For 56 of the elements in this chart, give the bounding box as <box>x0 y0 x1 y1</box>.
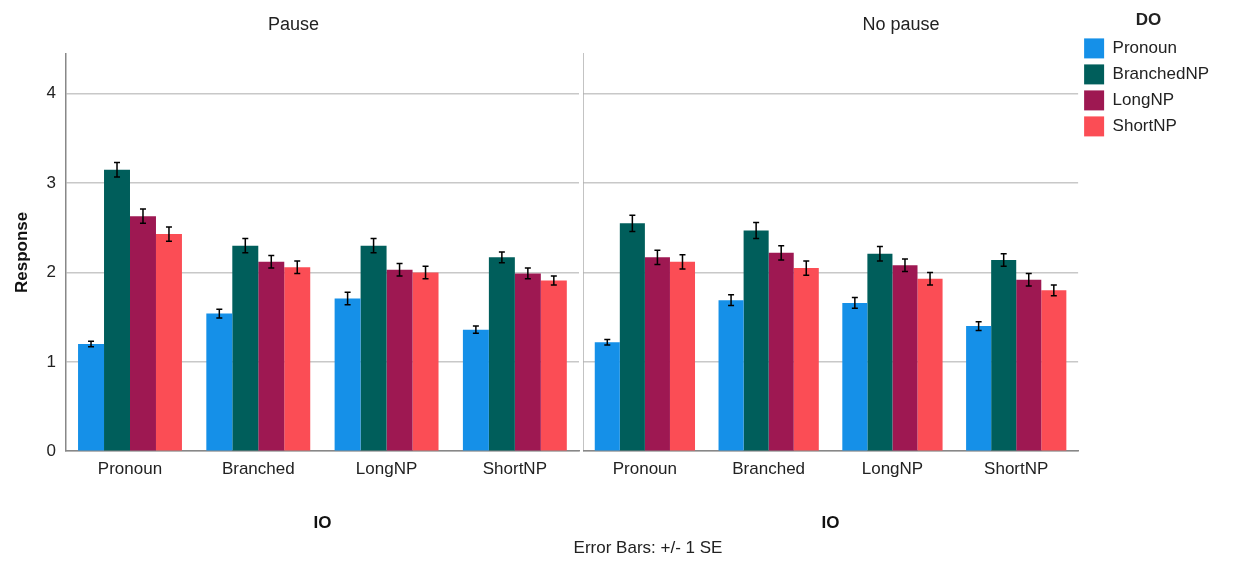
bar <box>842 302 868 451</box>
legend-label: ShortNP <box>1112 116 1177 136</box>
bar <box>462 329 489 451</box>
x-axis-title: IO <box>313 513 332 533</box>
bar <box>334 298 361 451</box>
bar <box>130 216 156 451</box>
bar <box>966 326 992 451</box>
x-tick-label: LongNP <box>861 459 924 479</box>
bar <box>1016 279 1042 451</box>
bar <box>232 245 259 451</box>
bar <box>540 280 567 451</box>
text: Error Bars: +/- 1 SE <box>572 538 724 558</box>
bar <box>594 342 620 451</box>
bar <box>155 234 182 451</box>
bar <box>867 253 893 451</box>
y-axis-title: Response <box>11 211 31 294</box>
y-tick-label: 1 <box>46 351 56 371</box>
legend-label: LongNP <box>1112 90 1175 110</box>
bar <box>619 223 645 451</box>
bar <box>793 268 819 451</box>
bar <box>412 272 439 451</box>
x-axis-title: IO <box>821 513 840 533</box>
bar <box>768 252 794 451</box>
bar <box>258 261 285 451</box>
legend-label: BranchedNP <box>1112 64 1209 84</box>
x-tick-label: LongNP <box>355 459 418 479</box>
x-tick-label: ShortNP <box>482 459 547 479</box>
x-tick-label: Branched <box>221 459 295 479</box>
bar <box>386 269 413 451</box>
bar <box>644 257 670 451</box>
legend-title: DO <box>1135 10 1162 30</box>
x-tick-label: Branched <box>732 459 806 479</box>
bar <box>743 230 769 451</box>
bar <box>892 265 918 451</box>
x-tick-label: ShortNP <box>984 459 1049 479</box>
y-tick-label: 3 <box>46 172 56 192</box>
bar <box>669 261 696 451</box>
y-tick-label: 4 <box>46 83 56 103</box>
bar <box>78 343 105 451</box>
bar <box>360 245 387 451</box>
x-tick-label: Pronoun <box>97 459 163 479</box>
y-tick-label: 2 <box>46 262 56 282</box>
bar <box>284 267 311 451</box>
bar <box>991 260 1017 451</box>
bar <box>514 273 541 451</box>
legend-label: Pronoun <box>1112 38 1177 58</box>
bar <box>488 257 515 451</box>
bar <box>1041 290 1067 451</box>
y-tick-label: 0 <box>46 440 56 460</box>
bar <box>206 313 233 451</box>
bar <box>718 300 744 451</box>
bar <box>104 169 130 451</box>
chart-title: No pause <box>862 13 940 34</box>
x-tick-label: Pronoun <box>612 459 678 479</box>
bar <box>917 278 943 451</box>
chart-title: Pause <box>267 13 320 34</box>
